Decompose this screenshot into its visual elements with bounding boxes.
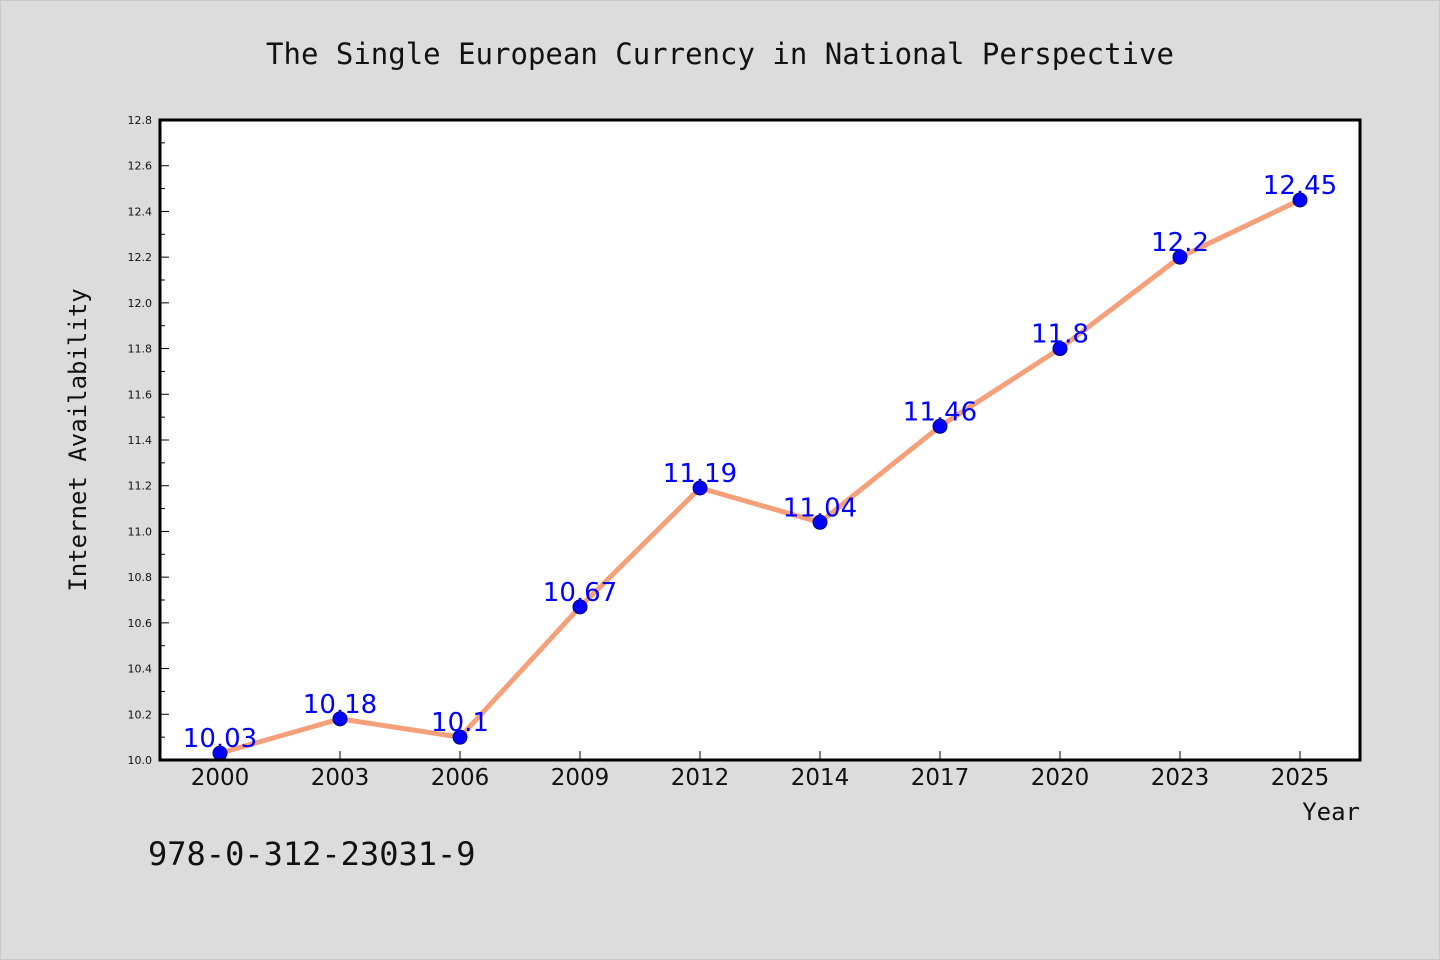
y-tick-label: 11.8 — [128, 343, 153, 356]
data-label: 11.04 — [783, 493, 857, 523]
y-tick-label: 11.0 — [128, 525, 153, 538]
data-point — [332, 711, 348, 727]
isbn-annotation: 978-0-312-23031-9 — [148, 835, 476, 873]
series-line — [217, 197, 1303, 756]
x-tick-label: 2020 — [1031, 765, 1090, 791]
data-point — [692, 480, 708, 496]
data-point — [452, 729, 468, 745]
x-tick-label: 2003 — [311, 765, 370, 791]
data-point — [812, 514, 828, 530]
data-label: 10.67 — [543, 578, 617, 608]
x-tick-label: 2014 — [791, 765, 850, 791]
x-tick-label: 2017 — [911, 765, 970, 791]
data-label: 10.1 — [431, 708, 489, 738]
y-tick-label: 12.8 — [128, 114, 153, 127]
y-tick-label: 12.0 — [128, 297, 153, 310]
x-tick-label: 2023 — [1151, 765, 1210, 791]
y-tick-label: 10.8 — [128, 571, 153, 584]
data-label: 11.19 — [663, 459, 737, 489]
data-point — [1172, 249, 1188, 265]
y-tick-label: 12.6 — [128, 160, 153, 173]
x-tick-label: 2000 — [191, 765, 250, 791]
y-axis-label: Internet Availability — [64, 288, 92, 591]
x-axis: 2000 2003 2006 2009 2012 2014 2017 2020 2023 2025 — [191, 751, 1330, 791]
data-label: 10.18 — [303, 690, 377, 720]
data-label: 12.2 — [1151, 228, 1209, 258]
x-tick-label: 2025 — [1271, 765, 1330, 791]
data-label: 11.8 — [1031, 320, 1089, 350]
y-tick-label: 10.2 — [128, 708, 153, 721]
data-labels: 10.03 10.18 10.1 10.67 11.19 11.04 11.46 11.8 12… — [183, 171, 1337, 754]
x-axis-label: Year — [1302, 798, 1360, 826]
plot-area — [160, 120, 1360, 760]
data-point — [1052, 341, 1068, 357]
y-tick-label: 10.6 — [128, 617, 153, 630]
plot-frame — [158, 118, 1362, 762]
data-label: 12.45 — [1263, 171, 1337, 201]
data-label: 10.03 — [183, 724, 257, 754]
data-point — [1292, 192, 1308, 208]
y-tick-label: 11.4 — [128, 434, 153, 447]
data-label: 11.46 — [903, 397, 977, 427]
x-tick-label: 2012 — [671, 765, 730, 791]
y-tick-label: 10.0 — [128, 754, 153, 767]
x-tick-label: 2006 — [431, 765, 490, 791]
x-tick-label: 2009 — [551, 765, 610, 791]
data-markers — [212, 192, 1308, 761]
y-tick-label: 10.4 — [128, 663, 153, 676]
chart-title: The Single European Currency in National… — [266, 37, 1174, 71]
data-point — [932, 418, 948, 434]
y-tick-label: 12.4 — [128, 205, 153, 218]
y-tick-label: 11.6 — [128, 388, 153, 401]
y-tick-label: 12.2 — [128, 251, 153, 264]
data-point — [572, 599, 588, 615]
y-tick-label: 11.2 — [128, 480, 153, 493]
